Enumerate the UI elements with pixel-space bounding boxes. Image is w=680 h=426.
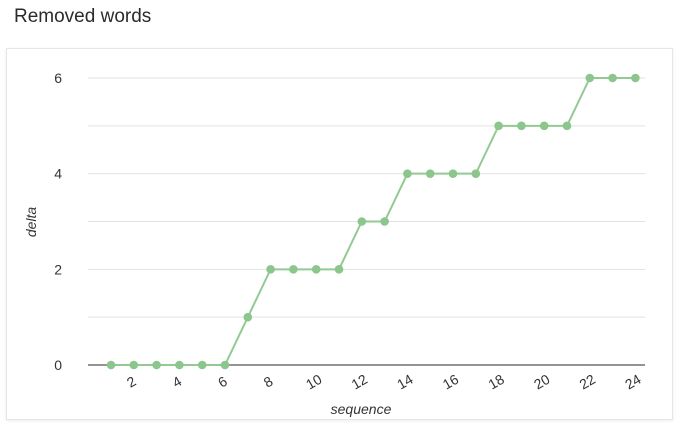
y-tick-label: 0 [54,357,62,373]
x-tick-label: 14 [394,371,416,393]
data-point [289,265,298,274]
data-point [106,360,116,370]
y-tick-label: 6 [54,70,62,86]
x-tick-label: 8 [261,373,276,391]
x-tick-label: 10 [303,371,325,393]
x-tick-label: 2 [124,373,139,391]
data-point [243,312,253,322]
y-axis-label: delta [23,207,39,238]
x-tick-label: 20 [531,371,553,393]
x-tick-label: 24 [622,371,644,393]
x-tick-label: 18 [485,371,507,393]
x-tick-label: 4 [170,373,185,391]
data-point [562,121,572,131]
data-point [380,217,389,226]
data-point [471,169,481,178]
y-tick-label: 2 [54,261,62,277]
data-point [425,169,435,178]
data-point [585,73,595,83]
chart-card [6,48,673,420]
data-point [448,169,458,178]
data-point [517,121,526,131]
data-point [220,360,230,370]
data-point [539,121,549,131]
data-point [152,360,161,370]
data-point [357,217,367,226]
data-point [631,73,640,83]
data-point [129,360,139,370]
data-point [494,121,503,131]
data-point [311,265,321,274]
x-tick-label: 6 [215,373,230,391]
data-point [334,265,344,274]
x-tick-labels: 2 4 6 8 10 12 14 16 18 20 22 24 [124,371,644,393]
data-point [608,73,617,83]
x-tick-label: 16 [440,371,462,393]
data-point [403,169,412,178]
y-tick-label: 4 [54,166,62,182]
grid-lines [88,77,645,318]
data-point [266,265,275,274]
x-tick-label: 12 [349,371,371,393]
x-axis-label: sequence [331,401,392,417]
data-point [175,360,184,370]
chart-title: Removed words [14,6,152,27]
series-delta [106,73,640,370]
data-point [197,360,207,370]
x-tick-label: 22 [577,371,599,393]
y-tick-labels: 0 2 4 6 [54,70,62,373]
